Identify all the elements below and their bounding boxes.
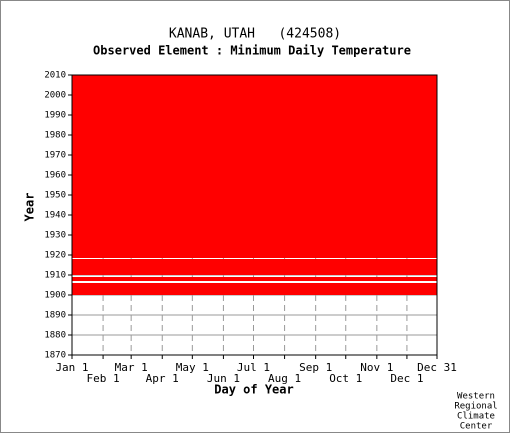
x-tick-label: Nov 1: [360, 361, 393, 374]
x-tick-label: May 1: [176, 361, 209, 374]
y-tick-label: 1910: [44, 271, 66, 281]
x-tick-label: Jul 1: [237, 361, 270, 374]
chart-subtitle: Observed Element : Minimum Daily Tempera…: [93, 44, 411, 58]
x-tick-label: Apr 1: [146, 372, 179, 385]
x-tick-label: Dec 31: [417, 361, 457, 374]
x-tick-label: Jun 1: [207, 372, 240, 385]
y-tick-label: 1920: [44, 251, 66, 261]
y-tick-label: 1990: [44, 111, 66, 121]
y-tick-label: 1930: [44, 231, 66, 241]
y-tick-label: 1880: [44, 331, 66, 341]
credit-line: Center: [460, 422, 493, 432]
y-axis-label: Year: [23, 193, 37, 222]
y-tick-label: 2000: [44, 91, 66, 101]
y-tick-label: 1950: [44, 191, 66, 201]
y-tick-label: 2010: [44, 71, 66, 81]
x-tick-label: Feb 1: [87, 372, 120, 385]
y-tick-label: 1870: [44, 351, 66, 361]
x-tick-label: Jan 1: [55, 361, 88, 374]
coverage-band: [72, 283, 437, 295]
coverage-band: [72, 75, 437, 258]
y-tick-label: 1940: [44, 211, 66, 221]
plot-border: [71, 74, 438, 356]
x-tick-label: Oct 1: [329, 372, 362, 385]
y-tick-label: 1890: [44, 311, 66, 321]
x-tick-label: Mar 1: [115, 361, 148, 374]
chart-title: KANAB, UTAH (424508): [169, 27, 341, 42]
x-tick-label: Sep 1: [299, 361, 332, 374]
coverage-band: [72, 259, 437, 275]
y-tick-label: 1900: [44, 291, 66, 301]
coverage-band: [72, 277, 437, 281]
y-tick-label: 1970: [44, 151, 66, 161]
y-tick-label: 1960: [44, 171, 66, 181]
credit-line: Regional: [454, 402, 497, 412]
x-axis-label: Day of Year: [214, 383, 293, 397]
x-tick-label: Aug 1: [268, 372, 301, 385]
credit-line: Climate: [457, 412, 495, 422]
y-tick-label: 1980: [44, 131, 66, 141]
credit-line: Western: [457, 392, 495, 402]
x-tick-label: Dec 1: [390, 372, 423, 385]
